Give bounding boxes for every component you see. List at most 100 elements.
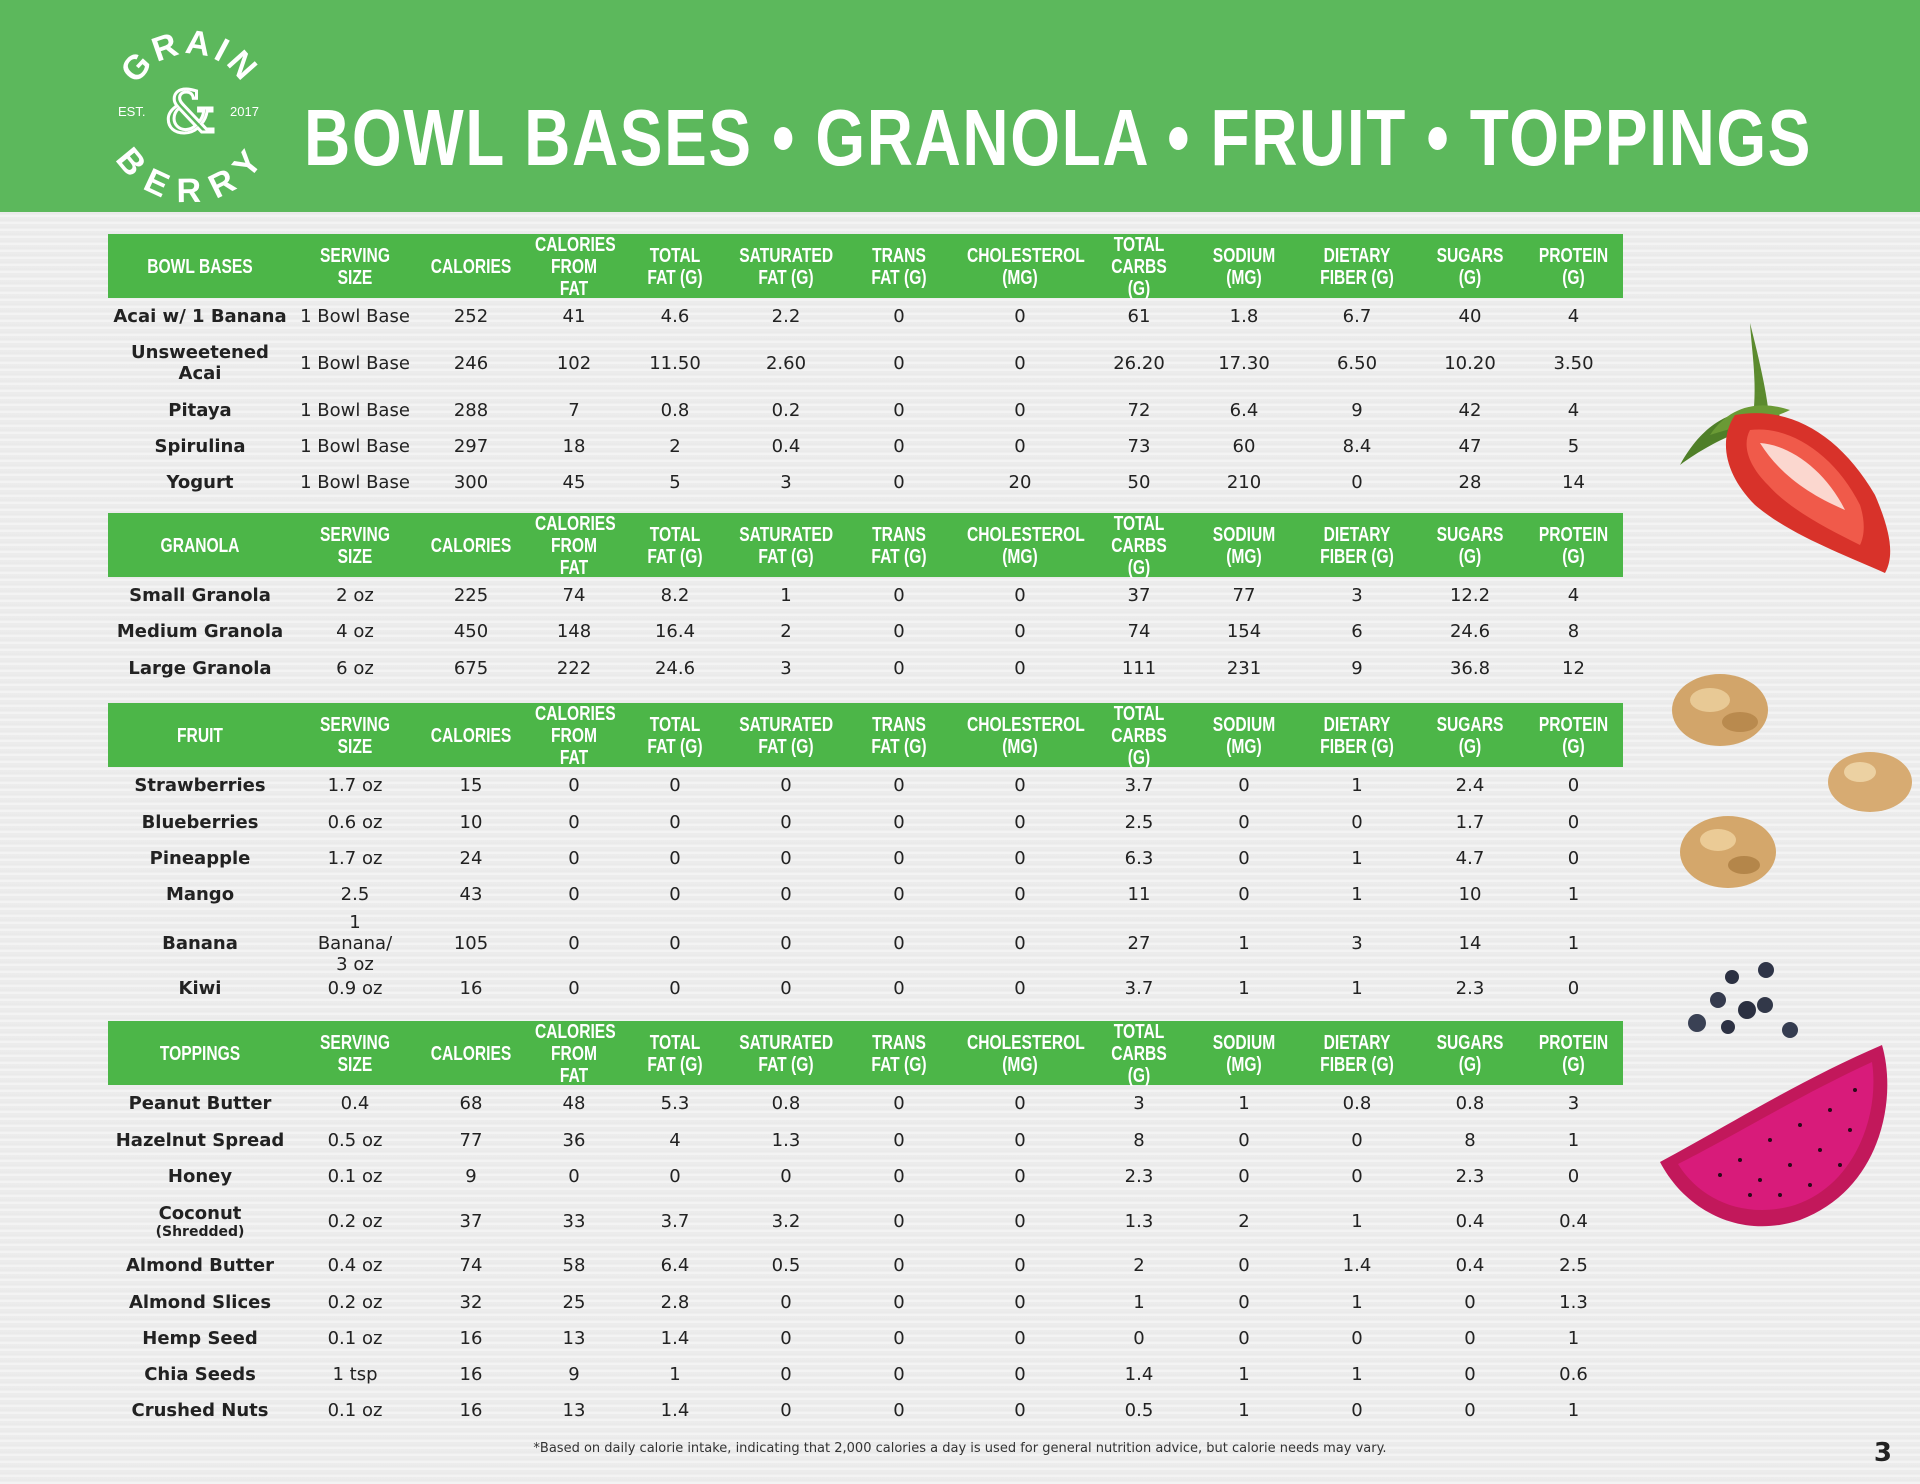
cell: 9 bbox=[1351, 658, 1363, 679]
cell: 0 bbox=[1567, 847, 1580, 869]
cell: 2.3 bbox=[1124, 1166, 1154, 1187]
cell: 0 bbox=[1014, 1363, 1026, 1385]
cell: 4 bbox=[1567, 305, 1580, 327]
cell: 77 bbox=[1232, 584, 1256, 606]
cell: 8 bbox=[1464, 1129, 1476, 1151]
column-header: SATURATED FAT (G) bbox=[739, 524, 834, 568]
section-title: FRUIT bbox=[177, 725, 223, 747]
cell: 3 bbox=[1133, 1093, 1145, 1114]
item-name: Spirulina bbox=[154, 435, 246, 457]
cell: 7 bbox=[568, 399, 580, 421]
cell: 0 bbox=[1133, 1327, 1145, 1349]
table-row: Strawberries 1.7 oz 15 0 0 0 0 0 3.7 0 1… bbox=[108, 767, 1623, 804]
cell: 0 bbox=[1238, 883, 1250, 905]
cell: 0 bbox=[669, 811, 681, 833]
cell: 0 bbox=[780, 1166, 792, 1187]
cell: 16 bbox=[459, 1327, 483, 1349]
cell: 0 bbox=[780, 775, 792, 796]
svg-text:BERRY: BERRY bbox=[108, 140, 271, 204]
cell: 3 bbox=[1567, 1093, 1580, 1114]
cell: 0 bbox=[1238, 1291, 1250, 1313]
logo-year: 2017 bbox=[230, 104, 259, 119]
cell: 1 bbox=[1567, 883, 1580, 905]
cell: 1 bbox=[1238, 977, 1250, 999]
column-header: PROTEIN (G) bbox=[1538, 1032, 1609, 1076]
table-row: Banana 1 Banana/ 3 oz 105 0 0 0 0 0 27 1… bbox=[108, 912, 1623, 975]
cell: 0.4 bbox=[771, 435, 801, 457]
cell: 0 bbox=[1238, 811, 1250, 833]
item-name-cell: Coconut (Shredded) bbox=[108, 1203, 292, 1240]
cell: 6.50 bbox=[1336, 352, 1378, 374]
cell: 48 bbox=[562, 1093, 586, 1114]
table-header-row: FRUIT SERVING SIZE CALORIES CALORIES FRO… bbox=[108, 703, 1623, 769]
cell: 2.5 bbox=[1559, 1255, 1588, 1276]
cell: 0 bbox=[893, 1255, 905, 1276]
cell: 105 bbox=[453, 933, 489, 954]
table-row: Small Granola 2 oz 225 74 8.2 1 0 0 37 7… bbox=[108, 577, 1623, 613]
item-name: Banana bbox=[162, 933, 238, 954]
cell: 0 bbox=[893, 847, 905, 869]
cell: 1 bbox=[1567, 1399, 1580, 1421]
cell: 0 bbox=[1014, 933, 1026, 954]
cell: 45 bbox=[562, 471, 586, 493]
cell: 0 bbox=[1014, 621, 1026, 642]
item-name-note: (Shredded) bbox=[155, 1223, 245, 1240]
cell: 2.3 bbox=[1455, 1166, 1485, 1187]
cell: 6.3 bbox=[1124, 847, 1154, 869]
cell: 0 bbox=[568, 1166, 580, 1187]
cell: 0 bbox=[1014, 435, 1026, 457]
cell: 0 bbox=[1351, 471, 1363, 493]
cell: 18 bbox=[562, 435, 586, 457]
cell: 1 Banana/ 3 oz bbox=[317, 912, 393, 975]
cell: 14 bbox=[1562, 471, 1585, 493]
item-name: Large Granola bbox=[128, 658, 272, 679]
cell: 24.6 bbox=[654, 658, 696, 679]
cell: 0 bbox=[780, 933, 792, 954]
cell: 36 bbox=[562, 1129, 586, 1151]
cell: 0 bbox=[893, 1210, 905, 1232]
cell: 0 bbox=[1464, 1399, 1476, 1421]
column-header: SUGARS (G) bbox=[1436, 714, 1504, 758]
cell: 2.2 bbox=[771, 305, 801, 327]
cell: 16 bbox=[459, 1363, 483, 1385]
cell: 8.4 bbox=[1342, 435, 1372, 457]
cell: 61 bbox=[1127, 305, 1151, 327]
item-name: Peanut Butter bbox=[128, 1093, 272, 1114]
cell: 0 bbox=[669, 883, 681, 905]
table-row: Hemp Seed 0.1 oz 16 13 1.4 0 0 0 0 0 0 0… bbox=[108, 1320, 1623, 1356]
dragon-fruit-image bbox=[1660, 1045, 1888, 1227]
logo-ampersand: & bbox=[164, 78, 216, 146]
column-header: CHOLESTEROL (MG) bbox=[966, 524, 1085, 568]
item-name: Pitaya bbox=[168, 399, 232, 421]
cell: 0 bbox=[893, 1129, 905, 1151]
cell: 0 bbox=[1014, 811, 1026, 833]
cell: 17.30 bbox=[1218, 352, 1270, 374]
cell: 9 bbox=[1351, 399, 1363, 421]
cell: 2.4 bbox=[1455, 775, 1485, 796]
cell: 4.6 bbox=[660, 305, 690, 327]
cell: 1 bbox=[1351, 1210, 1363, 1232]
cell: 0 bbox=[568, 811, 580, 833]
cell: 1.4 bbox=[1124, 1363, 1154, 1385]
cell: 2 bbox=[669, 435, 681, 457]
cell: 20 bbox=[1008, 471, 1032, 493]
column-header: PROTEIN (G) bbox=[1538, 524, 1609, 568]
cell: 0.8 bbox=[660, 399, 690, 421]
cell: 27 bbox=[1127, 933, 1151, 954]
table-header-row: GRANOLA SERVING SIZE CALORIES CALORIES F… bbox=[108, 513, 1623, 579]
cell: 0.1 oz bbox=[327, 1399, 383, 1421]
cell: 26.20 bbox=[1113, 352, 1165, 374]
column-header: CHOLESTEROL (MG) bbox=[966, 245, 1085, 289]
cell: 0.6 bbox=[1559, 1363, 1588, 1385]
page-number: 3 bbox=[1873, 1438, 1892, 1468]
cell: 47 bbox=[1458, 435, 1482, 457]
cell: 3 bbox=[780, 658, 792, 679]
cell: 0.2 oz bbox=[327, 1210, 383, 1232]
cell: 1 bbox=[669, 1363, 681, 1385]
table-row: Mango 2.5 43 0 0 0 0 0 11 0 1 10 1 bbox=[108, 876, 1623, 912]
cell: 36.8 bbox=[1449, 658, 1491, 679]
table-row: Almond Slices 0.2 oz 32 25 2.8 0 0 0 1 0… bbox=[108, 1284, 1623, 1320]
cell: 6.4 bbox=[660, 1255, 690, 1276]
cell: 60 bbox=[1232, 435, 1256, 457]
cell: 1 Bowl Base bbox=[300, 305, 410, 327]
